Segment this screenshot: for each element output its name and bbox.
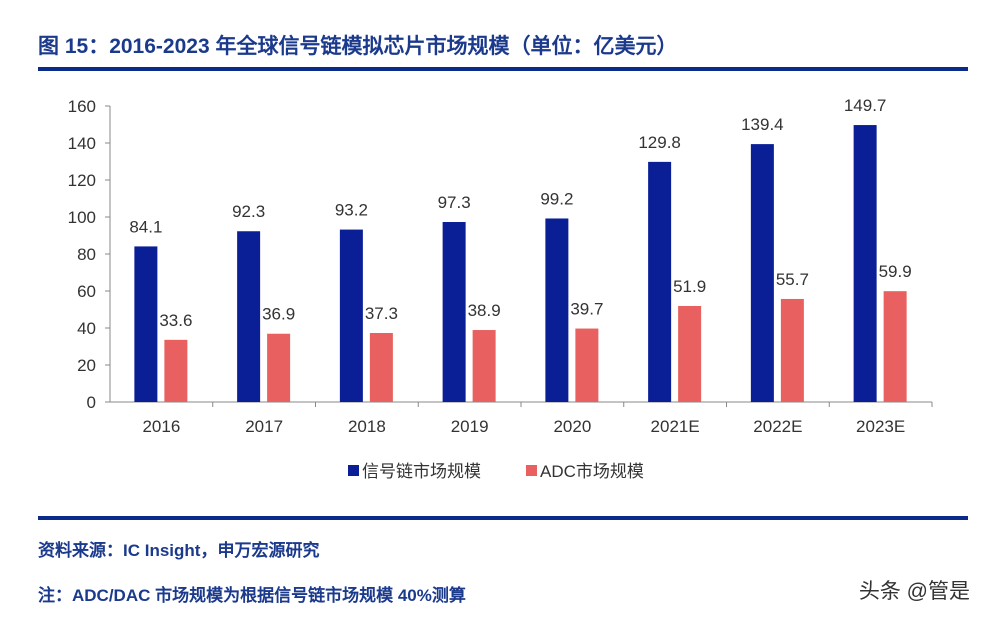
data-label: 99.2	[540, 189, 573, 208]
data-label: 37.3	[365, 304, 398, 323]
x-tick-label: 2016	[142, 417, 180, 436]
bar-adc	[164, 339, 188, 402]
data-label: 51.9	[673, 277, 706, 296]
x-tick-label: 2022E	[753, 417, 802, 436]
x-tick-label: 2018	[348, 417, 386, 436]
footer-divider	[38, 516, 968, 520]
x-tick-label: 2023E	[856, 417, 905, 436]
bar-signal-chain	[339, 229, 363, 402]
data-label: 97.3	[438, 193, 471, 212]
title-divider	[38, 67, 968, 71]
x-tick-label: 2017	[245, 417, 283, 436]
x-tick-label: 2021E	[651, 417, 700, 436]
bar-adc	[883, 291, 907, 402]
chart-title: 图 15：2016-2023 年全球信号链模拟芯片市场规模（单位：亿美元）	[38, 35, 678, 58]
watermark: 头条 @管是	[858, 580, 970, 603]
bar-adc	[780, 298, 804, 402]
bar-adc	[678, 305, 702, 402]
y-tick-label: 160	[68, 97, 96, 116]
bar-signal-chain	[237, 231, 261, 402]
legend-swatch	[526, 465, 537, 476]
y-tick-label: 100	[68, 208, 96, 227]
y-tick-label: 80	[77, 245, 96, 264]
note-text: 注：ADC/DAC 市场规模为根据信号链市场规模 40%测算	[38, 586, 466, 605]
data-label: 33.6	[159, 311, 192, 330]
legend-label: 信号链市场规模	[362, 462, 481, 481]
bar-adc	[369, 332, 393, 402]
y-tick-label: 120	[68, 171, 96, 190]
y-tick-label: 60	[77, 282, 96, 301]
bar-signal-chain	[648, 161, 672, 402]
data-label: 129.8	[638, 133, 681, 152]
data-label: 55.7	[776, 270, 809, 289]
bar-signal-chain	[750, 144, 774, 403]
y-tick-label: 20	[77, 356, 96, 375]
bar-adc	[267, 333, 291, 402]
y-tick-label: 0	[87, 393, 96, 412]
bar-adc	[472, 330, 496, 402]
legend-swatch	[348, 465, 359, 476]
data-label: 84.1	[129, 217, 162, 236]
source-text: 资料来源：IC Insight，申万宏源研究	[38, 541, 320, 560]
bar-signal-chain	[442, 221, 466, 402]
data-label: 93.2	[335, 201, 368, 220]
y-tick-label: 140	[68, 134, 96, 153]
data-label: 92.3	[232, 202, 265, 221]
data-label: 39.7	[570, 300, 603, 319]
data-label: 59.9	[879, 262, 912, 281]
x-tick-label: 2019	[451, 417, 489, 436]
bar-adc	[575, 328, 599, 402]
legend-label: ADC市场规模	[540, 462, 644, 481]
data-label: 149.7	[844, 96, 887, 115]
data-label: 38.9	[468, 301, 501, 320]
bar-signal-chain	[545, 218, 569, 402]
data-label: 36.9	[262, 305, 295, 324]
x-tick-label: 2020	[553, 417, 591, 436]
y-tick-label: 40	[77, 319, 96, 338]
bar-signal-chain	[134, 246, 158, 402]
data-label: 139.4	[741, 115, 784, 134]
bar-signal-chain	[853, 125, 877, 403]
